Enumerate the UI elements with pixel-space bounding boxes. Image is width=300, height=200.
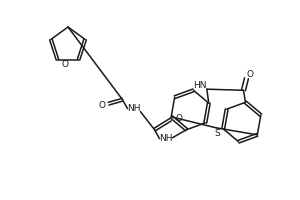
Text: O: O xyxy=(247,70,254,79)
Text: NH: NH xyxy=(127,104,140,113)
Text: NH: NH xyxy=(159,134,172,143)
Text: O: O xyxy=(175,114,182,123)
Text: HN: HN xyxy=(193,81,206,90)
Text: S: S xyxy=(214,129,220,138)
Text: O: O xyxy=(61,60,68,69)
Text: O: O xyxy=(98,101,105,110)
